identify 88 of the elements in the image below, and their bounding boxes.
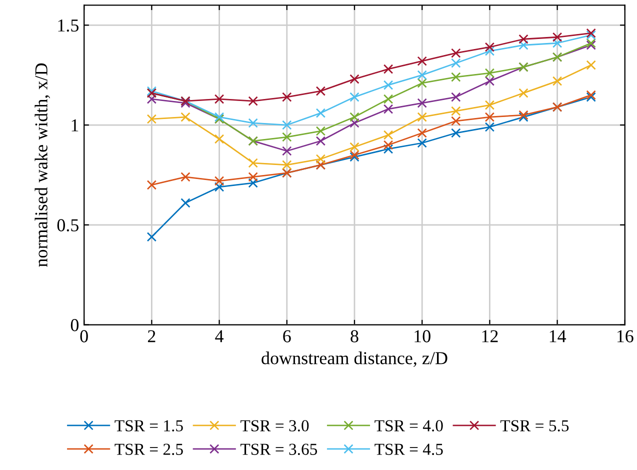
point bbox=[248, 118, 258, 128]
point bbox=[350, 92, 360, 102]
point bbox=[417, 128, 427, 138]
point bbox=[350, 142, 360, 152]
point bbox=[552, 32, 562, 42]
x-tick-label: 4 bbox=[215, 330, 224, 342]
point bbox=[417, 98, 427, 108]
point bbox=[451, 128, 461, 138]
point bbox=[214, 134, 224, 144]
point bbox=[484, 112, 495, 122]
legend-label: TSR = 4.5 bbox=[374, 444, 443, 456]
x-tick-label: 6 bbox=[283, 330, 291, 342]
point bbox=[350, 74, 360, 84]
y-axis-title: normalised wake width, x/D bbox=[34, 63, 50, 267]
legend-label: TSR = 5.5 bbox=[500, 420, 569, 432]
point bbox=[316, 126, 326, 136]
x-tick-label: 12 bbox=[482, 330, 498, 342]
point bbox=[316, 86, 326, 96]
point bbox=[248, 172, 258, 182]
x-tick-label: 0 bbox=[80, 330, 88, 342]
point bbox=[180, 112, 190, 122]
point bbox=[316, 136, 326, 146]
point bbox=[282, 92, 292, 102]
point bbox=[484, 76, 495, 86]
point bbox=[383, 94, 394, 104]
point bbox=[316, 108, 326, 118]
legend-label: TSR = 1.5 bbox=[114, 420, 183, 432]
point bbox=[451, 72, 461, 82]
point bbox=[552, 38, 562, 48]
point bbox=[451, 58, 461, 68]
point bbox=[484, 100, 495, 110]
point bbox=[417, 112, 427, 122]
x-tick-label: 2 bbox=[148, 330, 156, 342]
legend-label: TSR = 3.65 bbox=[240, 444, 318, 456]
y-tick-label: 0 bbox=[70, 319, 79, 332]
point bbox=[383, 104, 394, 114]
x-tick-label: 14 bbox=[550, 330, 566, 342]
point bbox=[484, 68, 495, 78]
y-tick-label: 1.5 bbox=[58, 19, 79, 32]
point bbox=[383, 80, 394, 90]
point bbox=[146, 114, 157, 124]
point bbox=[552, 76, 562, 86]
point bbox=[214, 182, 224, 192]
point bbox=[484, 122, 495, 132]
point bbox=[518, 34, 528, 44]
point bbox=[180, 198, 190, 208]
y-tick-label: 0.5 bbox=[57, 219, 79, 232]
point bbox=[248, 158, 258, 168]
point bbox=[451, 92, 461, 102]
point bbox=[350, 112, 360, 122]
point bbox=[518, 40, 528, 50]
point bbox=[484, 42, 495, 52]
point bbox=[383, 144, 394, 154]
x-axis-title: downstream distance, z/D bbox=[262, 352, 448, 367]
point bbox=[146, 232, 157, 242]
point bbox=[146, 94, 157, 104]
point bbox=[451, 116, 461, 126]
point bbox=[518, 88, 528, 98]
point bbox=[417, 138, 427, 148]
point bbox=[248, 96, 258, 106]
legend-label: TSR = 4.0 bbox=[374, 420, 443, 432]
point bbox=[316, 154, 326, 164]
y-tick-label: 1 bbox=[72, 119, 78, 132]
point bbox=[484, 46, 495, 56]
point bbox=[451, 106, 461, 116]
legend-label: TSR = 3.0 bbox=[240, 420, 309, 432]
point bbox=[417, 70, 427, 80]
point bbox=[282, 160, 292, 170]
x-tick-label: 16 bbox=[617, 330, 634, 342]
point bbox=[146, 180, 157, 190]
x-tick-label: 10 bbox=[414, 330, 430, 342]
point bbox=[417, 56, 427, 66]
point bbox=[350, 118, 360, 128]
point bbox=[451, 48, 461, 58]
point bbox=[282, 120, 292, 130]
point bbox=[282, 146, 292, 156]
point bbox=[180, 172, 190, 182]
x-tick-label: 8 bbox=[350, 330, 358, 342]
point bbox=[383, 140, 394, 150]
point bbox=[417, 78, 427, 88]
point bbox=[383, 64, 394, 74]
point bbox=[586, 60, 596, 70]
legend-label: TSR = 2.5 bbox=[114, 444, 183, 456]
point bbox=[248, 178, 258, 188]
point bbox=[214, 176, 224, 186]
point bbox=[282, 132, 292, 142]
point bbox=[214, 94, 224, 104]
point bbox=[383, 130, 394, 140]
